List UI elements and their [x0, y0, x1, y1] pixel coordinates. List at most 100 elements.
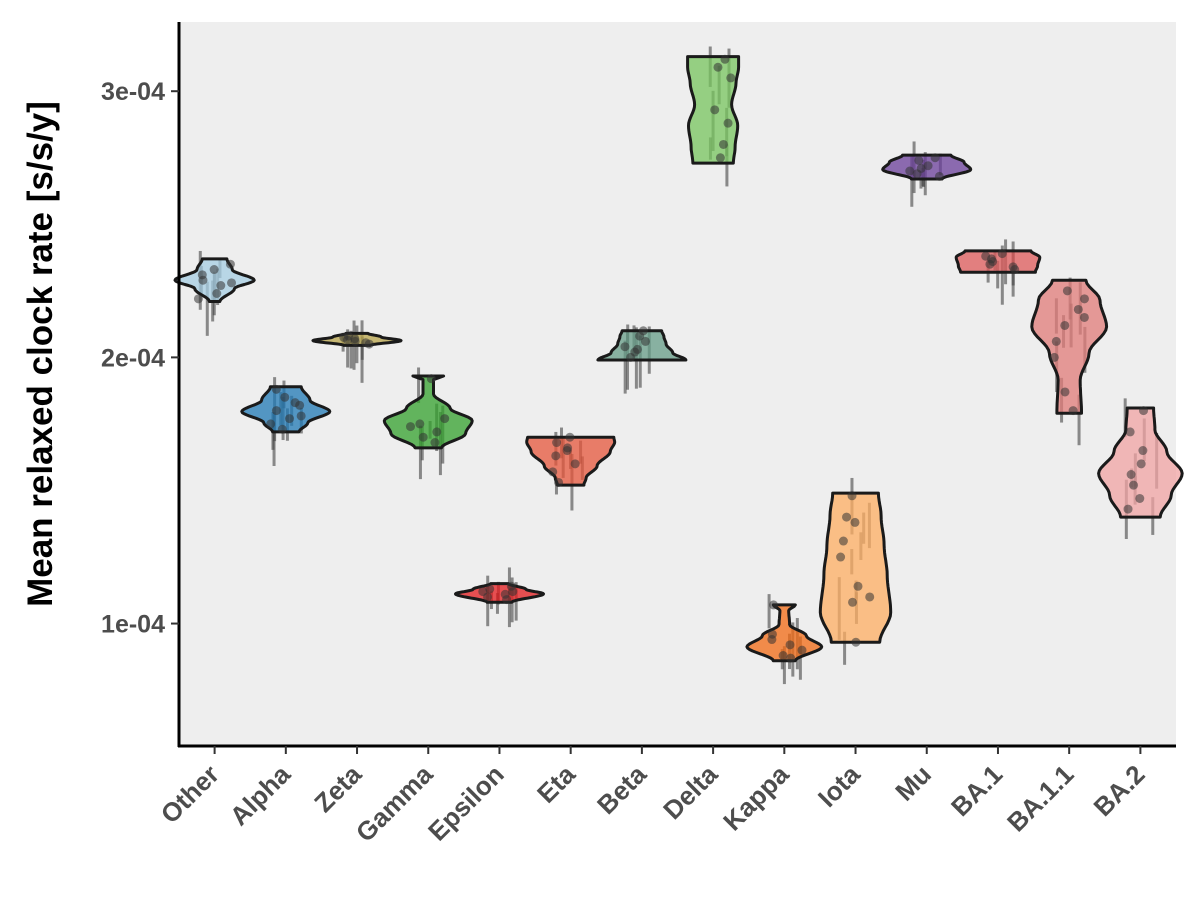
data-point — [1136, 459, 1146, 469]
data-point — [1129, 480, 1139, 490]
data-point — [426, 374, 436, 384]
data-point — [836, 552, 846, 562]
data-point — [847, 491, 857, 501]
data-point — [225, 259, 235, 269]
data-point — [290, 398, 300, 408]
data-point — [842, 512, 852, 522]
data-point — [1062, 286, 1072, 296]
data-point — [280, 392, 290, 402]
y-tick-label: 2e-04 — [101, 344, 165, 372]
violin-body — [454, 582, 545, 604]
x-tick-label: BA.2 — [1088, 759, 1151, 822]
data-point — [1139, 406, 1149, 416]
data-point — [1079, 294, 1089, 304]
data-point — [552, 438, 562, 448]
data-point — [1079, 312, 1089, 322]
data-point — [785, 640, 795, 650]
data-point — [1126, 470, 1136, 479]
data-point — [912, 169, 922, 179]
violin-ba-1 — [954, 239, 1042, 305]
data-point — [209, 265, 219, 275]
violin-mu — [881, 141, 973, 207]
violin-gamma — [382, 367, 474, 480]
violin-beta — [596, 324, 688, 394]
x-tick-label: Epsilon — [422, 759, 510, 847]
data-point — [506, 581, 516, 591]
data-point — [838, 536, 848, 546]
data-point — [1008, 262, 1018, 272]
violin-body — [173, 257, 256, 303]
data-point — [723, 118, 733, 128]
data-point — [865, 592, 875, 602]
data-point — [930, 153, 940, 163]
data-point — [641, 336, 651, 346]
violin-body — [240, 385, 332, 434]
violin-iota — [818, 477, 893, 665]
data-point — [554, 477, 564, 487]
data-point — [216, 281, 226, 291]
data-point — [418, 432, 428, 442]
x-tick-label: Delta — [657, 759, 724, 826]
data-point — [1125, 427, 1135, 437]
violin-body — [954, 249, 1042, 274]
data-point — [1060, 387, 1070, 397]
data-point — [853, 581, 863, 591]
y-tick-label: 1e-04 — [101, 611, 165, 639]
data-point — [981, 251, 991, 261]
data-point — [1123, 504, 1133, 514]
violin-body — [596, 329, 688, 362]
data-point — [715, 153, 725, 163]
data-point — [934, 171, 944, 181]
data-point — [720, 54, 730, 64]
data-point — [632, 344, 642, 354]
data-point — [271, 406, 281, 416]
data-point — [1135, 493, 1145, 503]
x-tick-label: Zeta — [308, 759, 367, 818]
data-point — [227, 278, 237, 288]
violin-alpha — [240, 377, 332, 467]
x-tick-label: Kappa — [717, 759, 795, 837]
data-point — [1049, 352, 1059, 362]
x-tick-label: BA.1.1 — [1001, 759, 1079, 837]
data-point — [914, 155, 924, 165]
data-point — [850, 517, 860, 527]
data-point — [339, 332, 349, 342]
data-point — [406, 422, 416, 432]
y-axis-title: Mean relaxed clock rate [s/s/y] — [21, 101, 60, 607]
violin-body — [818, 491, 893, 644]
x-tick-label: Mu — [889, 759, 937, 807]
data-point — [296, 411, 306, 421]
violin-body — [1030, 278, 1109, 415]
data-point — [415, 419, 425, 429]
data-point — [851, 637, 861, 647]
violin-body — [382, 374, 474, 450]
data-point — [718, 139, 728, 149]
violin-other — [173, 250, 256, 336]
data-point — [212, 289, 222, 298]
y-tick-label: 3e-04 — [101, 78, 165, 106]
data-point — [797, 645, 807, 655]
data-point — [430, 438, 440, 448]
violin-ba-2 — [1097, 398, 1184, 540]
data-point — [570, 459, 580, 469]
data-point — [923, 161, 933, 171]
violin-zeta — [311, 320, 403, 383]
data-point — [997, 249, 1007, 259]
data-point — [1068, 406, 1078, 416]
data-point — [285, 414, 295, 424]
violin-kappa — [745, 594, 824, 685]
data-point — [1138, 446, 1148, 456]
data-point — [478, 587, 488, 597]
data-point — [713, 62, 723, 72]
data-point — [565, 432, 575, 442]
violin-delta — [686, 46, 741, 187]
data-point — [769, 600, 779, 610]
data-point — [432, 427, 442, 437]
x-tick-label: Gamma — [350, 759, 439, 848]
y-axis-ticks: 1e-04 2e-04 3e-04 — [101, 78, 179, 639]
data-point — [1073, 304, 1083, 314]
x-tick-label: BA.1 — [945, 759, 1008, 822]
data-point — [563, 443, 573, 453]
